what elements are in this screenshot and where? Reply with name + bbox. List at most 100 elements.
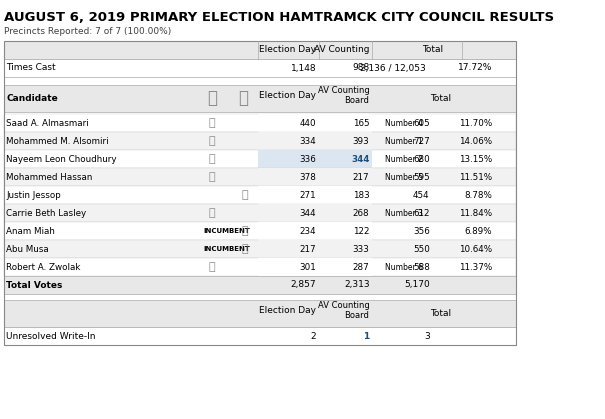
Text: 👍: 👍 xyxy=(209,172,215,182)
Text: 301: 301 xyxy=(299,262,316,272)
Text: AV Counting: AV Counting xyxy=(314,46,370,54)
Text: 393: 393 xyxy=(353,137,370,145)
Text: 2,136 / 12,053: 2,136 / 12,053 xyxy=(359,64,425,72)
Bar xyxy=(4,41,515,345)
Text: Election Day: Election Day xyxy=(259,306,316,315)
Text: INCUMBENT: INCUMBENT xyxy=(204,228,250,234)
Bar xyxy=(4,240,515,258)
Text: 727: 727 xyxy=(413,137,430,145)
Bar xyxy=(4,150,515,168)
Bar xyxy=(4,204,515,222)
Text: Unresolved Write-In: Unresolved Write-In xyxy=(6,331,96,341)
Text: AUGUST 6, 2019 PRIMARY ELECTION HAMTRAMCK CITY COUNCIL RESULTS: AUGUST 6, 2019 PRIMARY ELECTION HAMTRAMC… xyxy=(4,11,554,24)
Text: 268: 268 xyxy=(353,209,370,217)
Text: INCUMBENT: INCUMBENT xyxy=(204,246,250,252)
Text: 595: 595 xyxy=(413,173,430,181)
Text: 122: 122 xyxy=(353,227,370,235)
Text: 10.64%: 10.64% xyxy=(459,245,492,253)
Text: 👍: 👍 xyxy=(209,262,215,272)
Text: 612: 612 xyxy=(413,209,430,217)
Text: 356: 356 xyxy=(413,227,430,235)
Text: 6.89%: 6.89% xyxy=(465,227,492,235)
Text: 👎: 👎 xyxy=(241,244,248,254)
Text: AV Counting
Board: AV Counting Board xyxy=(318,301,370,320)
Text: Number 5: Number 5 xyxy=(385,173,423,181)
Text: Anam Miah: Anam Miah xyxy=(6,227,55,235)
Text: Number 1: Number 1 xyxy=(385,137,423,145)
Bar xyxy=(258,240,372,258)
Bar xyxy=(4,132,515,150)
Bar xyxy=(258,150,372,168)
Text: Total: Total xyxy=(430,309,451,318)
Text: 11.70%: 11.70% xyxy=(459,119,492,127)
Text: 680: 680 xyxy=(413,155,430,163)
Text: 344: 344 xyxy=(351,155,370,163)
Text: 👍: 👍 xyxy=(208,90,217,108)
Text: Number 2: Number 2 xyxy=(385,155,423,163)
Bar xyxy=(4,222,515,240)
Bar xyxy=(4,41,515,59)
Text: Number 4: Number 4 xyxy=(385,119,423,127)
Text: 2: 2 xyxy=(310,331,316,341)
Bar xyxy=(4,59,515,77)
Text: Number 3: Number 3 xyxy=(385,209,423,217)
Text: 588: 588 xyxy=(413,262,430,272)
Text: Candidate: Candidate xyxy=(6,94,57,103)
Text: 👎: 👎 xyxy=(241,190,248,200)
Text: 1: 1 xyxy=(363,331,370,341)
Text: Total: Total xyxy=(430,94,451,103)
Text: 8.78%: 8.78% xyxy=(465,191,492,199)
Text: 378: 378 xyxy=(299,173,316,181)
Text: 2,857: 2,857 xyxy=(290,280,316,290)
Text: 👎: 👎 xyxy=(238,90,248,108)
Bar xyxy=(258,222,372,240)
Text: 11.51%: 11.51% xyxy=(459,173,492,181)
Text: 13.15%: 13.15% xyxy=(459,155,492,163)
Text: 👍: 👍 xyxy=(209,136,215,146)
Bar xyxy=(4,186,515,204)
Bar xyxy=(258,114,372,132)
Text: Total Votes: Total Votes xyxy=(6,280,62,290)
Text: 11.37%: 11.37% xyxy=(459,262,492,272)
Bar xyxy=(258,204,372,222)
Text: 5,170: 5,170 xyxy=(404,280,430,290)
Text: Abu Musa: Abu Musa xyxy=(6,245,49,253)
Text: 183: 183 xyxy=(353,191,370,199)
Bar xyxy=(4,327,515,345)
Bar xyxy=(4,258,515,276)
Text: 👍: 👍 xyxy=(209,118,215,128)
Text: Precincts Reported: 7 of 7 (100.00%): Precincts Reported: 7 of 7 (100.00%) xyxy=(4,27,172,36)
Text: Justin Jessop: Justin Jessop xyxy=(6,191,60,199)
Text: Saad A. Almasmari: Saad A. Almasmari xyxy=(6,119,89,127)
Text: Mohammed Hassan: Mohammed Hassan xyxy=(6,173,93,181)
Text: 11.84%: 11.84% xyxy=(459,209,492,217)
Text: Robert A. Zwolak: Robert A. Zwolak xyxy=(6,262,80,272)
Text: 17.72%: 17.72% xyxy=(458,64,492,72)
Text: 988: 988 xyxy=(352,64,370,72)
Text: 👍: 👍 xyxy=(209,208,215,218)
Text: 165: 165 xyxy=(353,119,370,127)
Text: Nayeem Leon Choudhury: Nayeem Leon Choudhury xyxy=(6,155,117,163)
Text: Carrie Beth Lasley: Carrie Beth Lasley xyxy=(6,209,86,217)
Text: 1,148: 1,148 xyxy=(290,64,316,72)
Text: Times Cast: Times Cast xyxy=(6,64,56,72)
Text: 2,313: 2,313 xyxy=(344,280,370,290)
Text: Election Day: Election Day xyxy=(259,46,316,54)
Text: 287: 287 xyxy=(353,262,370,272)
Text: 👎: 👎 xyxy=(241,226,248,236)
Text: 440: 440 xyxy=(299,119,316,127)
Bar xyxy=(4,114,515,132)
Text: 👍: 👍 xyxy=(209,154,215,164)
Text: 234: 234 xyxy=(299,227,316,235)
Text: 454: 454 xyxy=(413,191,430,199)
Text: 336: 336 xyxy=(299,155,316,163)
Text: 3: 3 xyxy=(424,331,430,341)
Text: 271: 271 xyxy=(299,191,316,199)
Bar xyxy=(4,300,515,327)
Bar xyxy=(4,168,515,186)
Bar xyxy=(4,276,515,294)
Bar xyxy=(258,258,372,276)
Text: 333: 333 xyxy=(353,245,370,253)
Text: Election Day: Election Day xyxy=(259,91,316,100)
Bar xyxy=(258,186,372,204)
